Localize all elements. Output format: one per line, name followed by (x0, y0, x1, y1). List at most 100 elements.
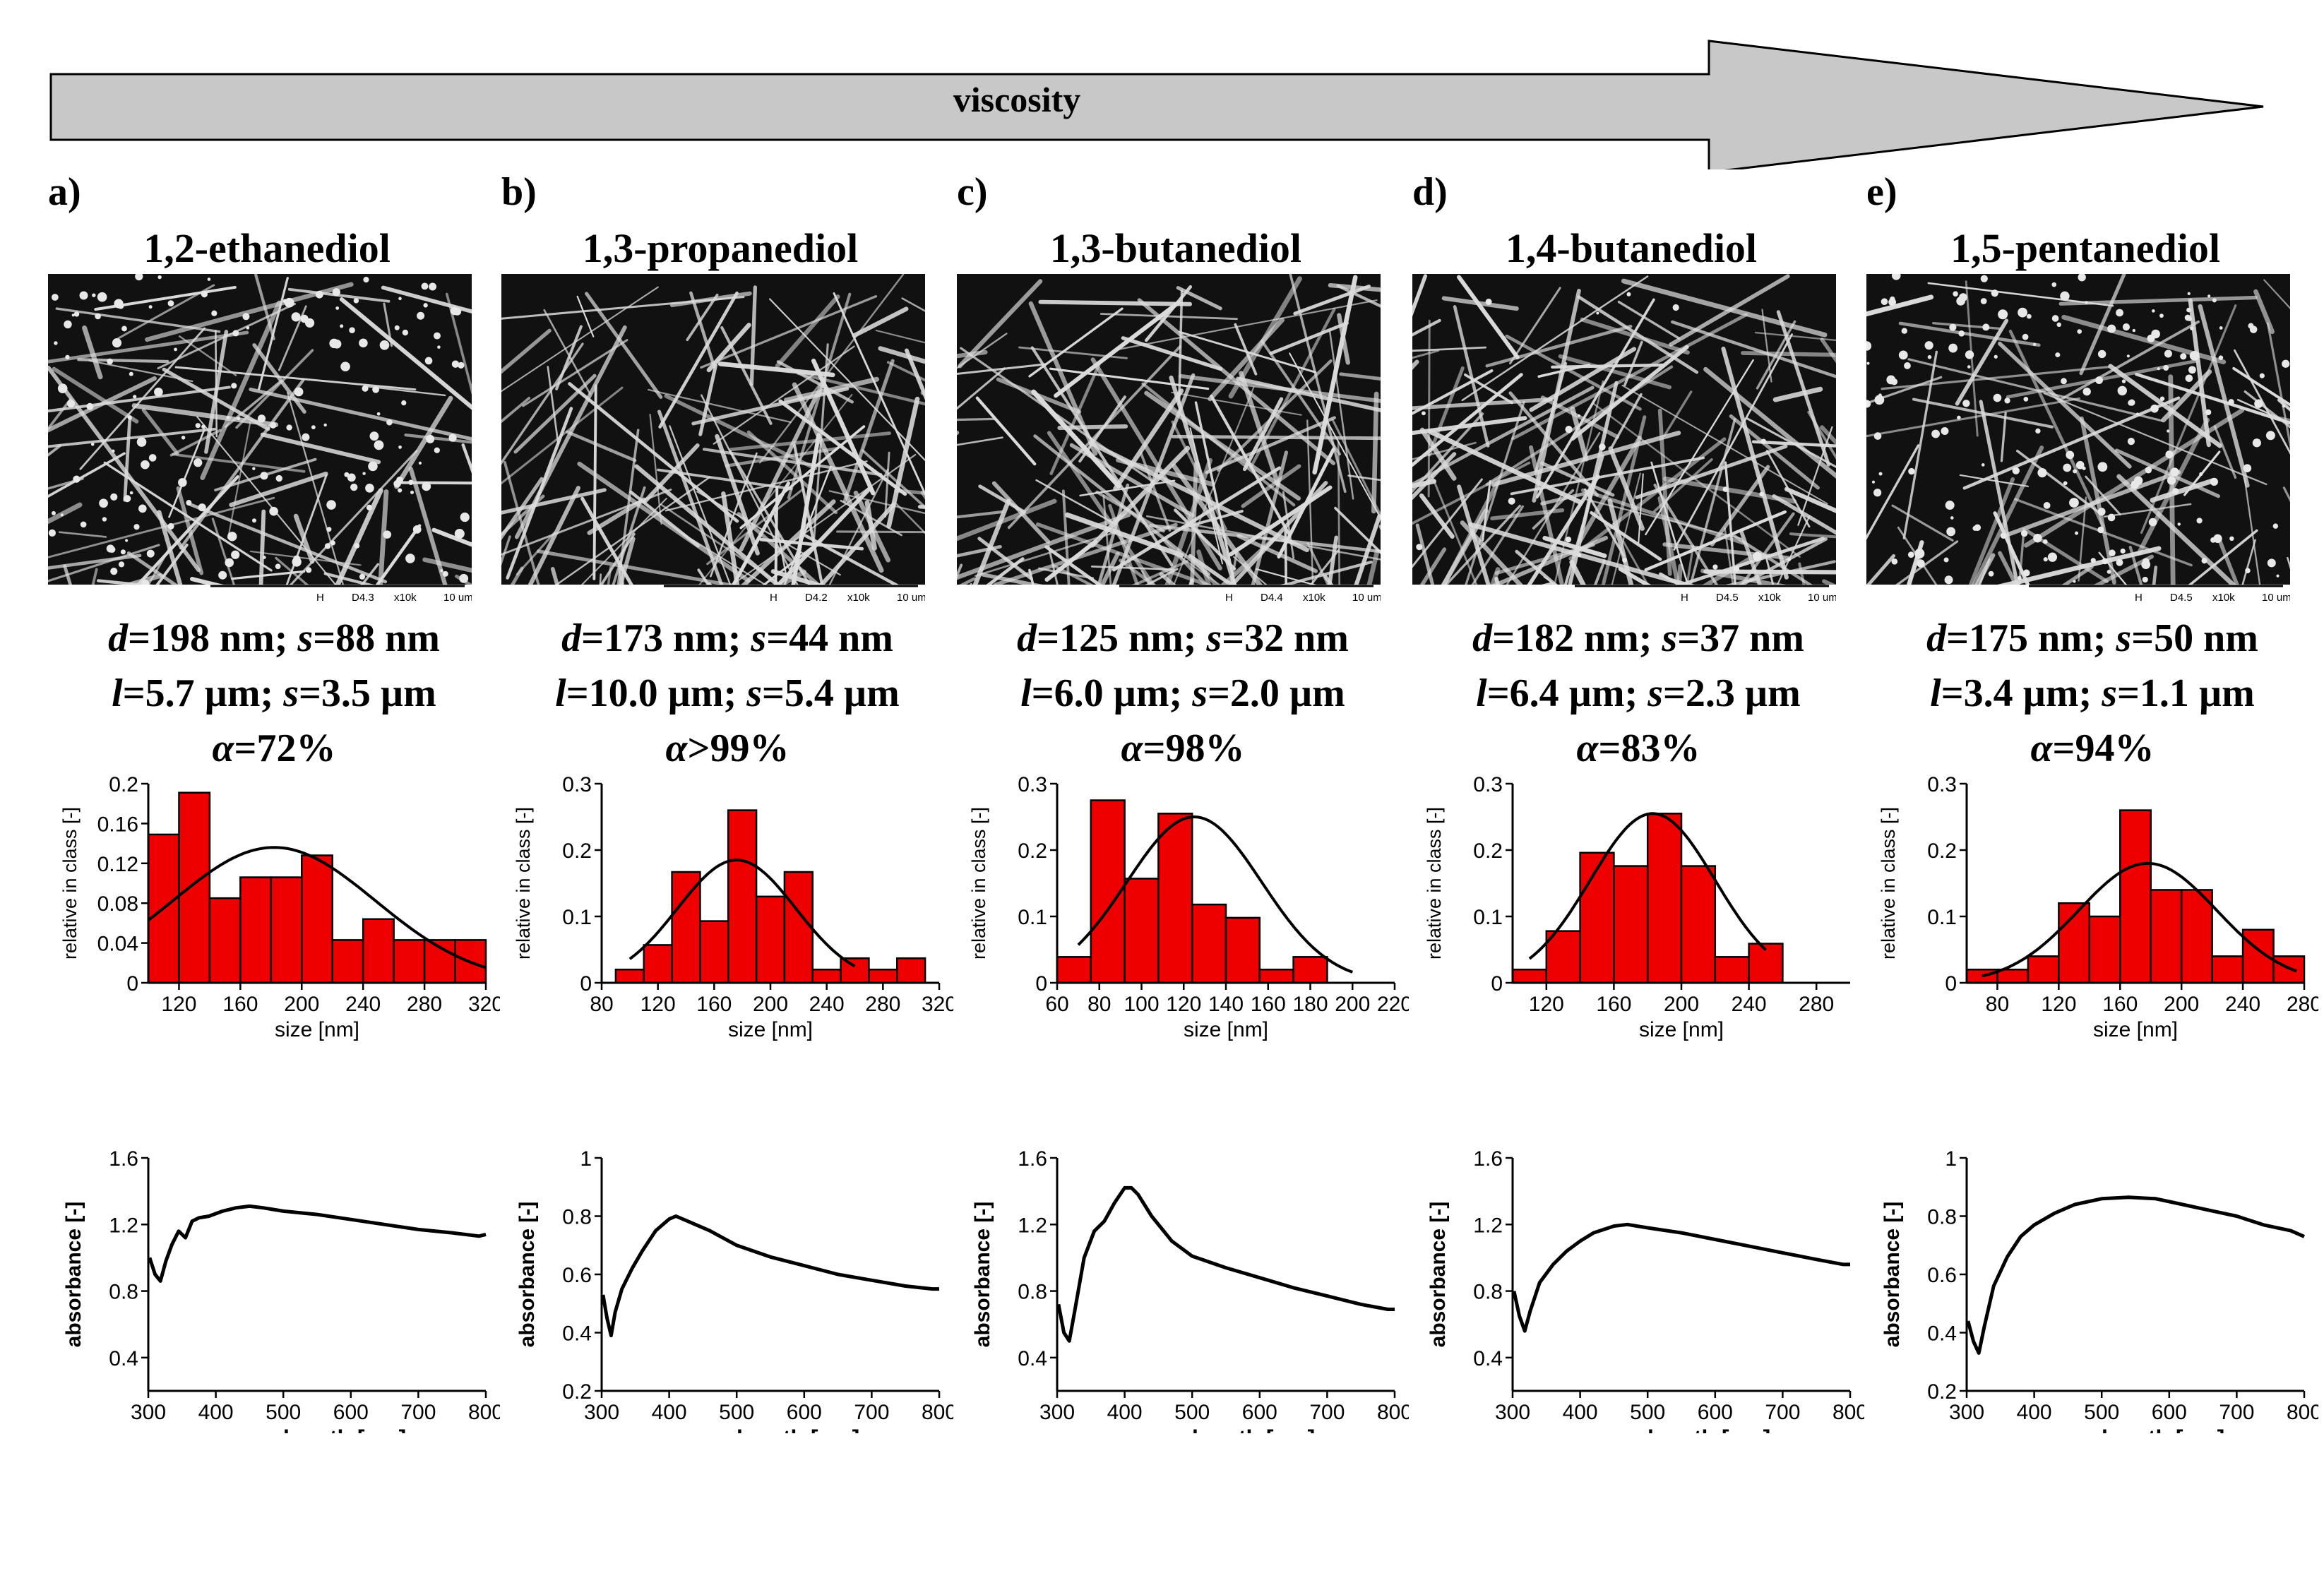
sem-footer-text: x10k (2212, 592, 2235, 604)
sem-particle (1596, 311, 1599, 315)
sem-wire (1687, 418, 1736, 593)
sem-particle (2128, 400, 2134, 406)
spectrum-x-tick-label: 300 (584, 1401, 619, 1424)
sem-wire (325, 488, 383, 606)
histogram-bar (1292, 956, 1328, 984)
spectrum-x-tick-label: 700 (1309, 1401, 1345, 1424)
histogram-x-label: size [nm] (728, 1018, 813, 1041)
sem-wire (1030, 346, 1174, 567)
sem-wire (1049, 361, 1102, 475)
sem-wire (1337, 441, 1341, 606)
sem-particle (1988, 570, 1994, 577)
sem-wire (657, 410, 727, 597)
sem-particle (1599, 443, 1606, 450)
sem-footer-text: D4.4 (1261, 592, 1283, 604)
sem-particle (1901, 328, 1907, 334)
wire-statistics: d=125 nm; s=32 nm l=6.0 µm; s=2.0 µm α=9… (957, 611, 1409, 776)
sem-particle (99, 498, 108, 508)
sem-footer-text: 10 um (443, 592, 472, 604)
sem-wire (957, 510, 1004, 519)
sem-wire (278, 474, 328, 606)
sem-particle (368, 461, 378, 472)
histogram-x-tick-label: 240 (345, 993, 381, 1016)
sem-particle (124, 495, 131, 503)
sem-wire (1255, 568, 1318, 587)
sem-particle (2219, 326, 2223, 330)
sem-particle (186, 500, 192, 506)
sem-wire (2079, 274, 2126, 376)
histogram-x-tick-label: 60 (1045, 993, 1068, 1016)
sem-wire (2008, 329, 2105, 528)
sem-particle (402, 329, 409, 336)
sem-particle (450, 306, 459, 316)
histogram-y-tick-label: 0.2 (562, 839, 592, 863)
sem-particle (1998, 309, 2008, 320)
spectrum-y-tick-label: 0.2 (1927, 1380, 1957, 1404)
sem-particle (2097, 526, 2104, 534)
sem-wire (1703, 366, 1836, 479)
sem-particle (1994, 354, 1998, 359)
sem-wire (77, 358, 169, 364)
sem-wire (1412, 369, 1494, 415)
sem-particle (1416, 544, 1423, 551)
sem-particle (305, 318, 315, 328)
sem-wire (1724, 512, 1795, 606)
sem-particle (349, 327, 355, 334)
sem-wire (404, 434, 472, 444)
sem-wire (875, 329, 925, 344)
sem-particle (211, 310, 217, 316)
sem-footer-text: D4.3 (352, 592, 374, 604)
histogram-y-tick-label: 0.1 (562, 906, 592, 929)
histogram-y-label: relative in class [-] (513, 807, 534, 960)
sem-particle (1907, 551, 1914, 558)
histogram-x-tick-label: 320 (922, 993, 953, 1016)
sem-particle (257, 414, 266, 423)
sem-wire (1577, 295, 1699, 374)
sem-wire (1580, 488, 1745, 545)
sem-particle (1891, 558, 1898, 565)
histogram-x-tick-label: 160 (1251, 993, 1286, 1016)
histogram-x-tick-label: 200 (753, 993, 788, 1016)
spectrum-y-tick-label: 0.4 (1473, 1347, 1503, 1370)
sem-particle (1891, 274, 1901, 280)
sem-wire (828, 490, 925, 515)
sem-wire (2006, 470, 2181, 537)
sem-particle (2148, 518, 2157, 527)
histogram-y-tick-label: 0 (580, 972, 592, 996)
sem-wire (258, 277, 289, 390)
sem-wire (1490, 508, 1565, 520)
sem-particle (252, 518, 257, 523)
sem-particle (2033, 533, 2042, 543)
sem-wire (555, 325, 583, 390)
sem-particle (237, 417, 241, 421)
wire-statistics: d=198 nm; s=88 nm l=5.7 µm; s=3.5 µm α=7… (48, 611, 500, 776)
sem-wire (1112, 466, 1282, 572)
sem-particle (459, 573, 469, 583)
sem-wire (1912, 398, 2054, 429)
size-histogram: 0 0.1 0.2 0.3 60 80 100 120 140 160 180 200 220 size … (968, 777, 1409, 1041)
sem-particle (117, 303, 124, 309)
histogram-y-tick-label: 0 (126, 972, 138, 996)
sem-particle (424, 357, 433, 365)
sem-wire (157, 510, 189, 606)
spectrum-y-label: absorbance [-] (971, 1202, 994, 1348)
histogram-x-tick-label: 160 (1596, 993, 1631, 1016)
spectrum-x-tick-label: 400 (198, 1401, 234, 1424)
yield-line: α=72% (212, 727, 336, 770)
sem-wire (79, 327, 206, 470)
sem-particle (167, 522, 174, 530)
histogram-y-label: relative in class [-] (59, 807, 81, 960)
sem-wire (1419, 493, 1455, 539)
sem-particle (1866, 341, 1872, 351)
sem-wire (1412, 441, 1477, 460)
sem-particle (133, 524, 140, 530)
sem-particle (1945, 501, 1955, 510)
panel-e: e) 1,5-pentanediol H D4.5 x10k 10 um d=175 … (1866, 169, 2318, 1567)
sem-particle (405, 554, 415, 563)
sem-footer-bar (1866, 585, 2290, 606)
sem-particle (57, 383, 68, 393)
sem-particle (1752, 551, 1762, 561)
spectrum-y-label: absorbance [-] (516, 1202, 539, 1348)
sem-particle (2107, 324, 2116, 333)
sem-particle (2210, 477, 2218, 486)
